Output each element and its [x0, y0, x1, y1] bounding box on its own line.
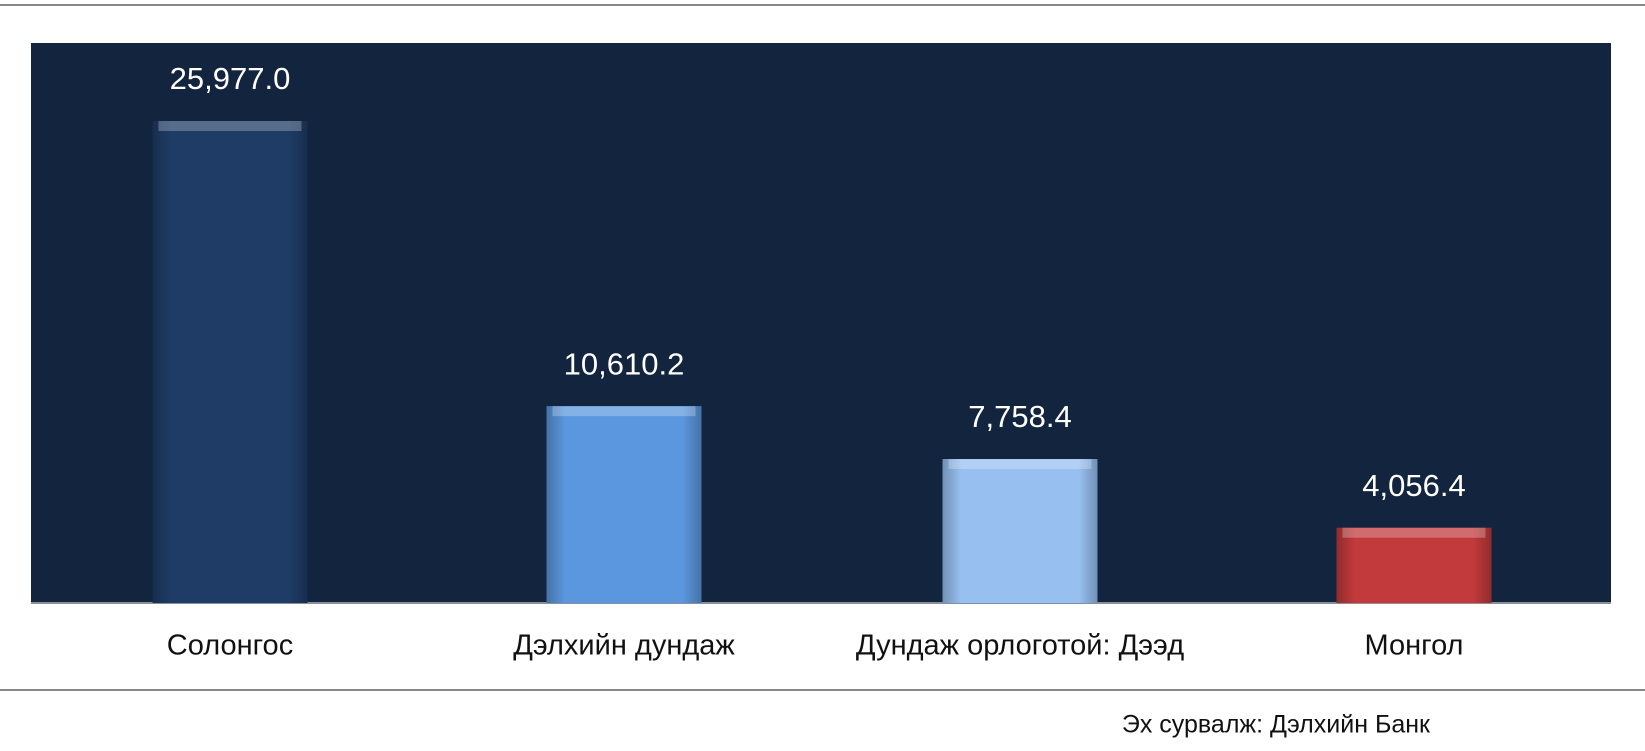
value-label: 25,977.0 — [170, 61, 291, 96]
bar-bevel — [1342, 527, 1486, 538]
bar-bevel — [552, 406, 696, 417]
x-tick-label: Дэлхийн дундаж — [513, 630, 735, 662]
bar-shade — [152, 121, 308, 603]
bar-bevel — [948, 459, 1092, 470]
bar-shade — [1336, 527, 1492, 603]
x-tick-label: Монгол — [1365, 630, 1464, 662]
bar-shade — [546, 406, 702, 603]
bar-bevel — [158, 121, 302, 131]
value-label: 7,758.4 — [968, 399, 1071, 434]
x-tick-label: Дундаж орлоготой: Дээд — [856, 630, 1184, 662]
value-label: 4,056.4 — [1362, 468, 1465, 503]
x-tick-label: Солонгос — [167, 630, 293, 662]
bar-shade — [942, 459, 1098, 603]
value-label: 10,610.2 — [564, 346, 685, 381]
source-note: Эх сурвалж: Дэлхийн Банк — [1122, 711, 1431, 739]
